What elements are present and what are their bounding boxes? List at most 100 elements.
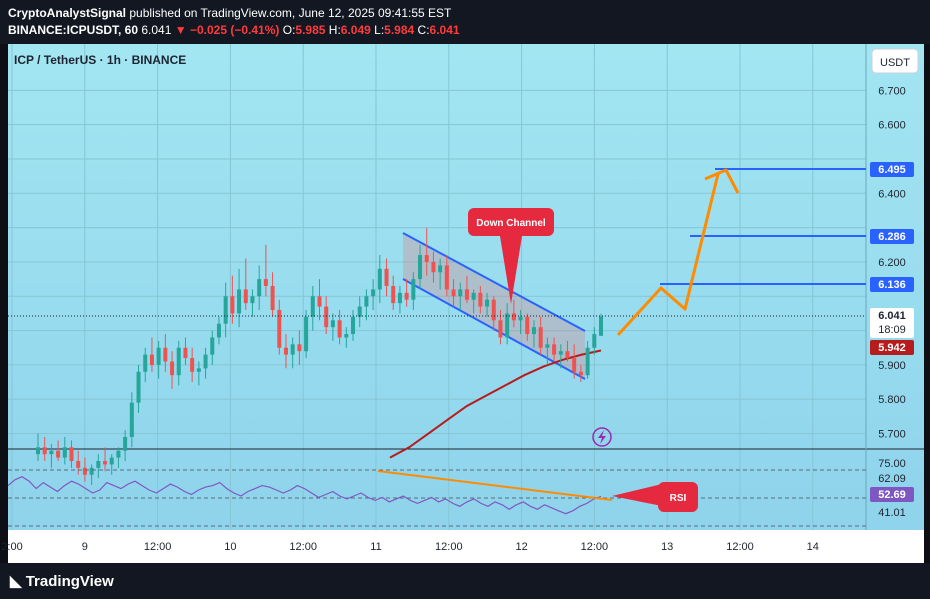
channel-upper-line [402,232,586,332]
candle-body [69,447,74,462]
high-value: 6.049 [340,23,371,37]
candle-body [290,344,295,355]
candle-body [304,316,309,352]
target-1-tag: 6.495 [878,164,906,176]
candle-body [257,279,262,297]
down-channel-callout: Down Channel [468,208,554,304]
candle-body [598,316,604,336]
projection-path [616,168,740,337]
candle-body [451,289,456,297]
price-change: −0.025 (−0.41%) [189,23,280,37]
candle-body [283,347,288,355]
x-tick-label: 12:00 [581,541,609,553]
candle-body [538,327,543,348]
candle-body [216,323,221,338]
candle-body [485,299,490,307]
rsi-mid-label: 62.09 [878,473,906,485]
candle-body [237,289,242,314]
publish-info: published on TradingView.com, June 12, 2… [129,6,452,20]
candle-body [76,461,81,468]
x-tick-label: 9 [82,541,88,553]
close-value: 6.041 [429,23,460,37]
currency-label: USDT [880,57,910,69]
down-arrow-icon: ▼ [174,23,187,37]
tv-logo-icon: ◣ [10,573,22,590]
y-tick-label: 6.200 [878,257,906,269]
currency-button[interactable]: USDT [871,48,919,74]
price-tags: 6.495 6.286 6.136 6.041 18:09 5.942 [870,162,914,355]
x-tick-label: 11 [370,541,381,553]
candle-body [438,265,443,273]
candle-body [585,347,590,376]
candle-body [149,354,154,365]
candle-body [230,296,235,314]
lightning-icon[interactable] [592,427,612,447]
rsi-current-label: 52.69 [878,489,906,501]
x-tick-label: 12:00 [435,541,463,553]
candle-body [592,334,597,348]
author-name[interactable]: CryptoAnalystSignal [8,6,127,20]
candle-body [565,351,570,359]
candle-body [96,461,101,468]
candle-body [545,344,550,348]
candle-body [109,457,114,465]
y-tick-label: 5.800 [878,394,906,406]
candle-body [143,354,148,372]
candle-body [210,337,215,355]
candle-body [552,344,557,355]
down-channel-label: Down Channel [476,218,546,229]
x-tick-label: 12:00 [144,541,172,553]
target-3-tag: 6.136 [878,279,906,291]
candle-body [103,461,108,465]
candle-body [82,467,87,475]
candle-body [498,320,503,338]
y-tick-label: 5.900 [878,360,906,372]
candle-body [364,296,369,307]
target-levels [660,168,866,285]
candle-body [431,261,436,273]
candle-body [411,279,416,300]
candle-body [337,320,342,338]
moving-average-line [389,349,602,459]
candle-body [190,358,195,372]
x-tick-label: 12:00 [289,541,317,553]
candle-body [384,268,389,286]
candle-body [89,467,94,475]
candle-body [572,358,577,372]
candle-body [35,447,41,455]
candle-body [371,289,376,297]
candles [35,227,604,486]
time-axis: 2:00 9 12:00 10 12:00 11 12:00 12 12:00 13 12:00 14 [1,541,819,553]
publish-line: CryptoAnalystSignal published on Trading… [8,6,451,20]
candle-body [176,347,181,376]
candle-body [62,447,67,458]
rsi-divergence-line [377,470,613,501]
candle-body [377,268,382,290]
chart-title: ICP / TetherUS · 1h · BINANCE [14,53,186,67]
price-chart[interactable]: ICP / TetherUS · 1h · BINANCE USDT 5.700… [0,44,930,564]
price-axis: 5.700 5.800 5.900 6.200 6.400 6.600 6.700 [878,85,906,440]
candle-body [330,320,335,328]
ma-tag: 5.942 [878,342,906,354]
symbol-line: BINANCE:ICPUSDT, 60 [8,23,139,37]
projection-arrowhead [704,168,740,194]
rsi-callout-label: RSI [670,493,687,504]
candle-body [49,450,54,455]
candle-body [250,296,255,304]
y-tick-label: 6.700 [878,85,906,97]
rsi-callout-pointer [612,484,662,506]
tradingview-logo[interactable]: ◣ TradingView [10,572,114,590]
candle-body [56,450,61,458]
candle-body [317,296,322,307]
candle-body [203,354,208,369]
candle-body [478,292,483,307]
candle-body [183,347,188,359]
current-price-tag: 6.041 [878,310,906,322]
candle-body [578,371,583,376]
candle-body [404,292,409,300]
candle-body [491,299,496,321]
footer: ◣ TradingView [0,563,930,599]
rsi-pane: RSI 75.00 62.09 52.69 41.01 [7,458,914,527]
candle-body [444,265,449,290]
candle-body [511,313,516,321]
